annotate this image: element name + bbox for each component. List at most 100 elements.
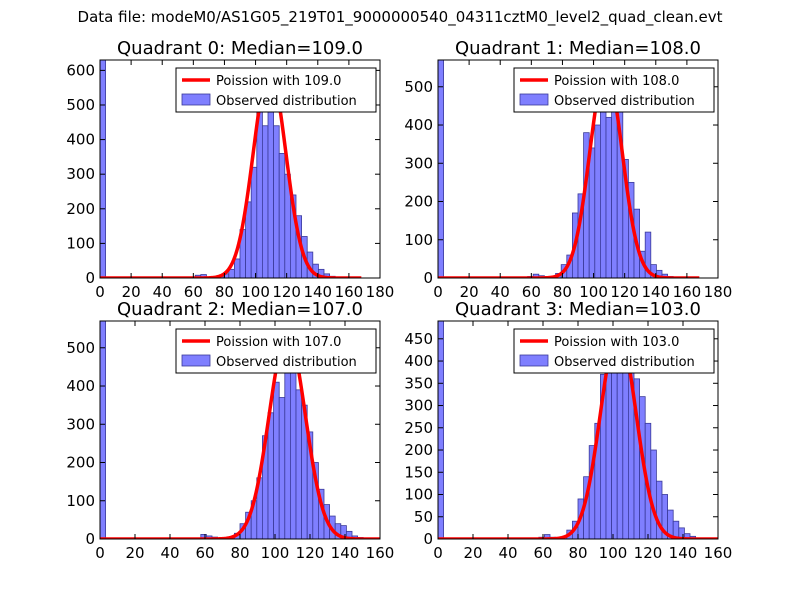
- subplot-title: Quadrant 0: Median=109.0: [117, 38, 363, 59]
- y-tick-label: 150: [404, 463, 433, 481]
- x-tick-label: 20: [122, 283, 141, 301]
- histogram-bar: [588, 147, 596, 278]
- legend-bar-label: Observed distribution: [216, 94, 357, 109]
- histogram-bar: [438, 321, 444, 539]
- y-tick-label: 100: [404, 231, 433, 249]
- histogram-bar: [100, 321, 106, 539]
- y-tick-label: 600: [66, 61, 95, 79]
- x-tick-label: 60: [195, 544, 214, 562]
- histogram-bar: [100, 60, 106, 278]
- y-tick-label: 100: [66, 234, 95, 252]
- legend-line-label: Poission with 108.0: [554, 74, 679, 89]
- y-tick-label: 400: [66, 131, 95, 149]
- y-tick-label: 0: [423, 530, 433, 548]
- histogram-bar: [273, 125, 280, 278]
- x-tick-label: 0: [433, 544, 443, 562]
- quadrant-2-chart: 0 20 40 60 80 100 120 140 160 0 100 200 300 400 500 Qua…: [66, 299, 394, 562]
- legend-bar-swatch: [519, 354, 549, 367]
- x-tick-label: 80: [215, 283, 234, 301]
- axes-frame: [437, 59, 719, 279]
- x-tick-label: 100: [261, 544, 290, 562]
- histogram-bar: [278, 153, 286, 278]
- legend-bar-label: Observed distribution: [554, 355, 695, 370]
- x-tick-label: 160: [366, 544, 395, 562]
- quadrant-3-chart: 0 20 40 60 80 100 120 140 1600501001502002503003…: [404, 299, 732, 562]
- histogram-bar: [594, 124, 601, 278]
- x-tick-label: 80: [230, 544, 249, 562]
- y-tick-label: 250: [404, 419, 433, 437]
- y-tick-label: 50: [414, 508, 433, 526]
- figure-suptitle: Data file: modeM0/AS1G05_219T01_90000005…: [77, 8, 723, 26]
- legend-bar-label: Observed distribution: [554, 94, 695, 109]
- poisson-curve: [438, 329, 718, 539]
- x-tick-label: 180: [704, 283, 733, 301]
- x-tick-label: 40: [498, 544, 517, 562]
- x-tick-label: 160: [335, 283, 364, 301]
- y-tick-label: 350: [404, 374, 433, 392]
- x-tick-label: 60: [533, 544, 552, 562]
- y-tick-label: 0: [85, 530, 95, 548]
- subplot-title: Quadrant 2: Median=107.0: [117, 299, 363, 320]
- x-tick-label: 80: [568, 544, 587, 562]
- y-tick-label: 400: [66, 377, 95, 395]
- legend-line-label: Poission with 103.0: [554, 335, 679, 350]
- histogram-bar: [438, 60, 444, 278]
- histogram-bar: [616, 356, 624, 539]
- histogram-bar: [278, 397, 286, 539]
- y-tick-label: 300: [404, 397, 433, 415]
- x-tick-label: 20: [125, 544, 144, 562]
- histogram-bar: [267, 412, 274, 539]
- y-tick-label: 500: [66, 339, 95, 357]
- y-tick-label: 100: [66, 492, 95, 510]
- poisson-curve: [100, 332, 380, 539]
- legend: Poission with 107.0 Observed distribution: [175, 328, 377, 374]
- y-tick-label: 200: [404, 441, 433, 459]
- histogram-bar: [284, 355, 291, 539]
- legend-bar-swatch: [181, 354, 211, 367]
- y-tick-label: 300: [404, 154, 433, 172]
- x-tick-label: 80: [553, 283, 572, 301]
- x-tick-label: 140: [331, 544, 360, 562]
- legend-line-label: Poission with 109.0: [216, 74, 341, 89]
- x-tick-label: 120: [296, 544, 325, 562]
- y-tick-label: 300: [66, 165, 95, 183]
- histogram-bar: [650, 449, 657, 539]
- x-tick-label: 40: [491, 283, 510, 301]
- y-tick-label: 400: [404, 116, 433, 134]
- x-tick-label: 120: [610, 283, 639, 301]
- x-tick-label: 140: [303, 283, 332, 301]
- x-tick-label: 160: [673, 283, 702, 301]
- subplot-title: Quadrant 1: Median=108.0: [455, 38, 701, 59]
- x-tick-label: 60: [184, 283, 203, 301]
- x-tick-label: 100: [599, 544, 628, 562]
- histogram-bar: [289, 351, 297, 539]
- histogram-bar: [233, 258, 241, 278]
- y-tick-label: 0: [423, 269, 433, 287]
- quadrant-0-chart: 0 20 40 60 80 100 120 140 160 1800100200300400500…: [66, 38, 394, 301]
- x-tick-label: 120: [634, 544, 663, 562]
- x-tick-label: 140: [669, 544, 698, 562]
- x-tick-label: 100: [579, 283, 608, 301]
- x-tick-label: 0: [433, 283, 443, 301]
- subplot-title: Quadrant 3: Median=103.0: [455, 299, 701, 320]
- y-tick-label: 200: [404, 193, 433, 211]
- x-tick-label: 120: [272, 283, 301, 301]
- quadrant-1-chart: 0 20 40 60 80 100 120 140 160 1800100200300400500…: [404, 38, 732, 301]
- histogram-bar: [273, 381, 280, 539]
- histogram-bar: [267, 83, 274, 278]
- x-tick-label: 60: [522, 283, 541, 301]
- x-tick-label: 140: [641, 283, 670, 301]
- histogram-bar: [544, 534, 551, 539]
- x-tick-label: 20: [463, 544, 482, 562]
- legend-bar-swatch: [519, 93, 549, 106]
- histogram-bar: [261, 125, 269, 278]
- x-tick-label: 160: [704, 544, 733, 562]
- y-tick-label: 400: [404, 352, 433, 370]
- x-tick-label: 0: [95, 283, 105, 301]
- x-tick-label: 40: [160, 544, 179, 562]
- histogram-bar: [250, 166, 258, 278]
- y-tick-label: 100: [404, 486, 433, 504]
- x-tick-label: 0: [95, 544, 105, 562]
- histogram-bar: [605, 116, 612, 278]
